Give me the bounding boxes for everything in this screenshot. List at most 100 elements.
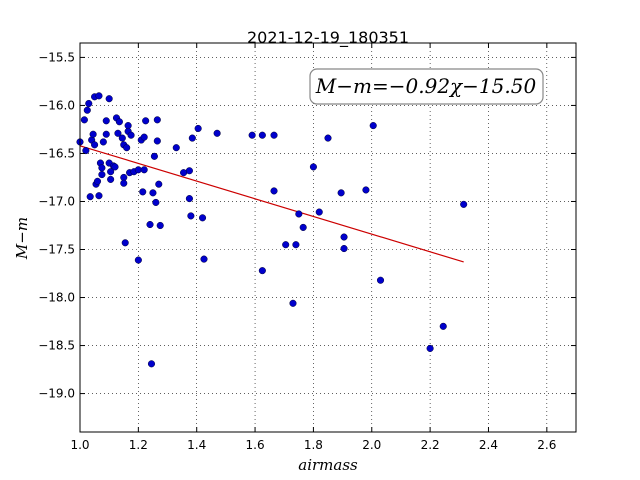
data-point xyxy=(82,147,90,155)
data-point xyxy=(324,134,332,142)
data-point xyxy=(426,344,434,352)
y-tick-label: −17.0 xyxy=(38,194,75,208)
y-tick-label: −15.5 xyxy=(38,50,75,64)
data-point xyxy=(95,192,103,200)
data-point xyxy=(118,134,126,142)
data-point xyxy=(309,163,317,171)
data-point xyxy=(270,187,278,195)
data-point xyxy=(340,244,348,253)
data-point xyxy=(152,198,160,206)
y-tick-label: −17.5 xyxy=(38,243,75,257)
data-point xyxy=(146,220,154,229)
data-point xyxy=(340,233,348,241)
data-point xyxy=(142,117,150,125)
y-tick-label: −19.0 xyxy=(38,387,75,401)
x-tick-label: 1.8 xyxy=(304,438,323,452)
data-point xyxy=(248,131,256,139)
data-point xyxy=(155,180,163,188)
x-tick-label: 2.6 xyxy=(537,438,556,452)
data-point xyxy=(140,133,148,141)
data-point xyxy=(187,212,195,220)
data-point xyxy=(185,195,193,203)
y-tick-label: −16.5 xyxy=(38,146,75,160)
data-point xyxy=(376,276,385,284)
data-point xyxy=(258,267,266,275)
data-point xyxy=(258,131,266,139)
data-point xyxy=(140,166,148,174)
data-point xyxy=(289,299,297,307)
data-point xyxy=(213,129,221,137)
data-point xyxy=(153,137,161,145)
data-point xyxy=(121,239,129,247)
data-point xyxy=(114,129,122,137)
data-point xyxy=(188,134,196,142)
data-point xyxy=(198,214,207,222)
data-point xyxy=(80,116,88,124)
data-point xyxy=(91,141,99,149)
data-point xyxy=(369,122,377,130)
data-point xyxy=(111,163,119,171)
grid-lines xyxy=(79,43,576,432)
data-point xyxy=(85,99,93,108)
data-point xyxy=(107,175,115,183)
data-point xyxy=(134,256,142,264)
data-point xyxy=(439,322,447,330)
data-point xyxy=(115,118,123,126)
data-point xyxy=(102,130,110,138)
data-point xyxy=(292,241,300,249)
equation-text: M−m=−0.92χ−15.50 xyxy=(315,74,537,98)
x-tick-label: 2.2 xyxy=(421,438,440,452)
data-point xyxy=(120,179,128,187)
x-tick-label: 2.4 xyxy=(479,438,498,452)
y-tick-labels: −15.5 −16.0 −16.5 −17.0 −17.5 −18.0 −18.5 −19.0 xyxy=(38,50,75,400)
data-point xyxy=(89,130,97,138)
x-tick-label: 1.0 xyxy=(70,438,89,452)
x-tick-label: 2.0 xyxy=(362,438,381,452)
fit-line xyxy=(79,145,464,263)
data-point xyxy=(282,241,290,249)
data-point xyxy=(362,186,370,194)
equation-annotation: M−m=−0.92χ−15.50 xyxy=(309,68,544,105)
data-point xyxy=(123,144,131,152)
data-point xyxy=(337,189,345,197)
y-axis-label: M−m xyxy=(13,217,31,260)
fit-line-layer xyxy=(79,145,464,263)
equation-box xyxy=(309,68,544,105)
data-point xyxy=(102,117,110,125)
data-point xyxy=(98,171,106,179)
data-point xyxy=(200,255,208,263)
x-tick-labels: 1.0 1.2 1.4 1.6 1.8 2.0 2.2 2.4 2.6 xyxy=(70,438,556,452)
data-point xyxy=(107,168,115,176)
data-point xyxy=(153,116,161,124)
data-point xyxy=(150,152,158,160)
x-tick-label: 1.2 xyxy=(129,438,148,452)
data-point xyxy=(127,131,135,139)
x-tick-label: 1.6 xyxy=(246,438,265,452)
x-axis-label: airmass xyxy=(298,456,358,474)
axis-ticks xyxy=(79,43,576,432)
data-point xyxy=(83,106,91,114)
data-point xyxy=(185,167,193,175)
data-point xyxy=(86,193,94,201)
data-points xyxy=(76,92,468,368)
plot-frame xyxy=(79,42,577,433)
y-tick-label: −16.0 xyxy=(38,98,75,112)
data-point xyxy=(270,131,278,139)
data-point xyxy=(299,223,307,231)
data-point xyxy=(295,210,303,218)
data-point xyxy=(98,164,106,172)
data-point xyxy=(460,200,468,208)
data-point xyxy=(95,92,103,100)
data-point xyxy=(139,188,147,196)
data-point xyxy=(105,95,113,103)
data-point xyxy=(99,138,107,146)
chart-title: 2021-12-19_180351 xyxy=(247,28,409,48)
data-point xyxy=(172,144,180,152)
data-point xyxy=(156,221,164,230)
data-point xyxy=(149,189,157,197)
x-tick-label: 1.4 xyxy=(187,438,206,452)
data-point xyxy=(194,124,202,133)
data-point xyxy=(147,360,156,368)
y-tick-label: −18.0 xyxy=(38,291,75,305)
